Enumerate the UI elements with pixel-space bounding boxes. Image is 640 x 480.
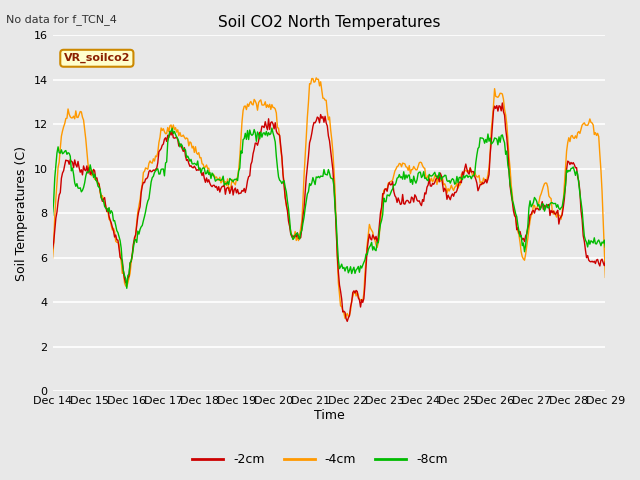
-8cm xyxy=(123,286,131,291)
Title: Soil CO2 North Temperatures: Soil CO2 North Temperatures xyxy=(218,15,440,30)
-2cm xyxy=(49,246,56,252)
-4cm xyxy=(341,315,349,321)
Y-axis label: Soil Temperatures (C): Soil Temperatures (C) xyxy=(15,146,28,281)
-8cm xyxy=(602,244,609,250)
-4cm xyxy=(316,83,323,89)
Legend: -2cm, -4cm, -8cm: -2cm, -4cm, -8cm xyxy=(187,448,453,471)
-8cm xyxy=(504,162,512,168)
-2cm xyxy=(379,191,387,196)
-2cm xyxy=(311,120,319,126)
-8cm xyxy=(268,125,276,131)
-2cm xyxy=(349,289,356,295)
-8cm xyxy=(591,235,598,240)
Line: -4cm: -4cm xyxy=(52,78,605,318)
-2cm xyxy=(315,115,323,121)
-4cm xyxy=(380,187,388,193)
Line: -8cm: -8cm xyxy=(52,128,605,288)
-8cm xyxy=(49,213,56,218)
-2cm xyxy=(504,148,512,154)
X-axis label: Time: Time xyxy=(314,409,344,422)
-2cm xyxy=(499,100,506,106)
-4cm xyxy=(602,275,609,280)
-2cm xyxy=(591,258,598,264)
-8cm xyxy=(350,264,358,270)
-4cm xyxy=(350,289,358,295)
Text: No data for f_TCN_4: No data for f_TCN_4 xyxy=(6,14,117,25)
Text: VR_soilco2: VR_soilco2 xyxy=(63,53,130,63)
-2cm xyxy=(602,259,609,264)
-8cm xyxy=(380,195,388,201)
-8cm xyxy=(317,173,324,179)
-4cm xyxy=(591,132,598,137)
-8cm xyxy=(314,175,321,180)
-2cm xyxy=(344,318,351,324)
-4cm xyxy=(312,75,320,81)
-4cm xyxy=(311,79,319,84)
-4cm xyxy=(49,255,56,261)
-4cm xyxy=(504,136,512,142)
Line: -2cm: -2cm xyxy=(52,103,605,321)
